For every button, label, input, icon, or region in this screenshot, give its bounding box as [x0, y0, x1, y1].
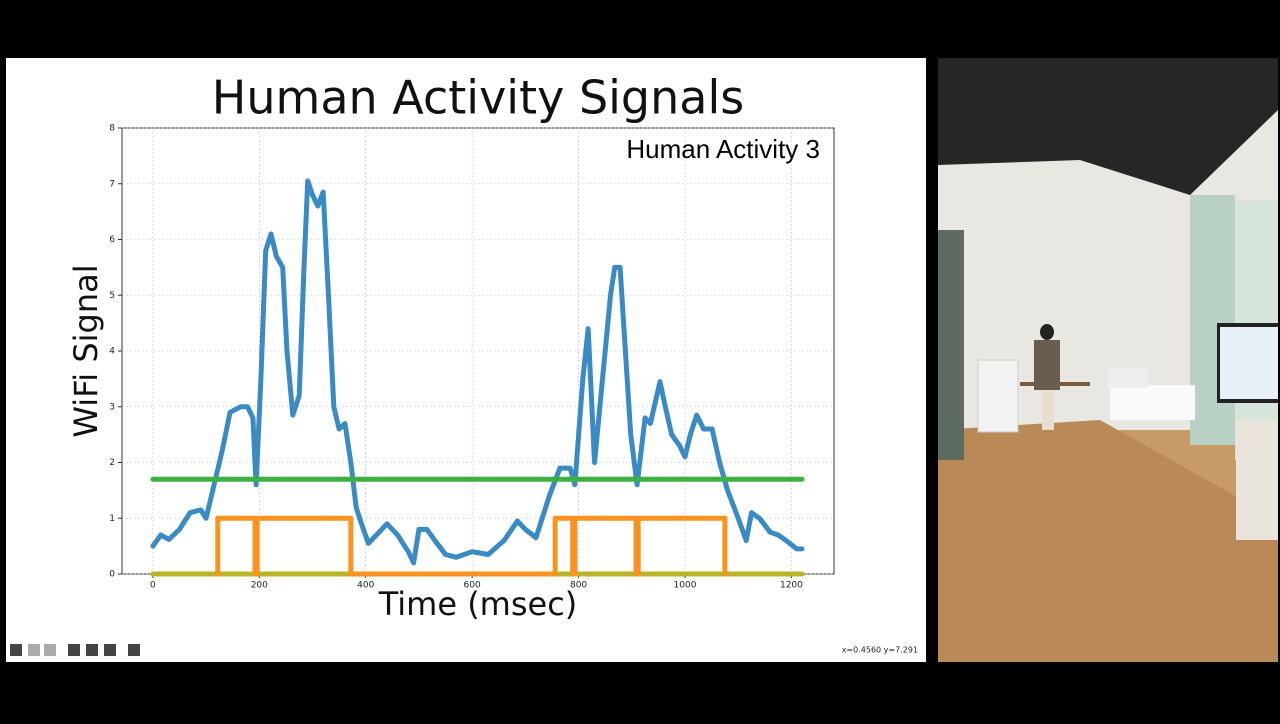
y-tick-label: 1: [109, 514, 115, 524]
toolbar: [10, 644, 140, 656]
x-tick-label: 0: [150, 581, 156, 591]
home-button[interactable]: [10, 644, 22, 656]
x-tick-label: 1200: [780, 581, 803, 591]
save-button[interactable]: [128, 644, 140, 656]
x-tick-label: 400: [357, 581, 374, 591]
y-tick-label: 7: [109, 179, 115, 189]
y-tick-label: 8: [109, 124, 115, 134]
y-tick-label: 6: [109, 235, 115, 245]
configure-button[interactable]: [104, 644, 116, 656]
camera-view: [938, 58, 1278, 662]
x-tick-label: 1000: [674, 581, 697, 591]
x-tick-label: 800: [570, 581, 587, 591]
y-axis-label: WiFi Signal: [67, 264, 105, 437]
data-line: [150, 178, 805, 566]
y-tick-label: 3: [109, 402, 115, 412]
annotation: Human Activity 3: [626, 134, 820, 164]
x-axis-label: Time (msec): [378, 585, 578, 623]
zoom-button[interactable]: [86, 644, 98, 656]
data-line: [215, 515, 728, 577]
y-tick-label: 4: [109, 347, 115, 357]
status-text: x=0.4560 y=7.291: [842, 646, 918, 655]
chart: 0 200 400 600 800 1000 1200 0 1 2 3 4 5 6 7 8: [109, 124, 835, 591]
y-tick-label: 5: [109, 291, 115, 301]
x-tick-label: 600: [464, 581, 481, 591]
chart-title: Human Activity Signals: [212, 71, 744, 125]
pan-button[interactable]: [68, 644, 80, 656]
y-tick-label: 2: [109, 458, 115, 468]
x-tick-label: 200: [251, 581, 268, 591]
forward-button[interactable]: [44, 644, 56, 656]
back-button[interactable]: [28, 644, 40, 656]
y-tick-label: 0: [109, 570, 115, 580]
